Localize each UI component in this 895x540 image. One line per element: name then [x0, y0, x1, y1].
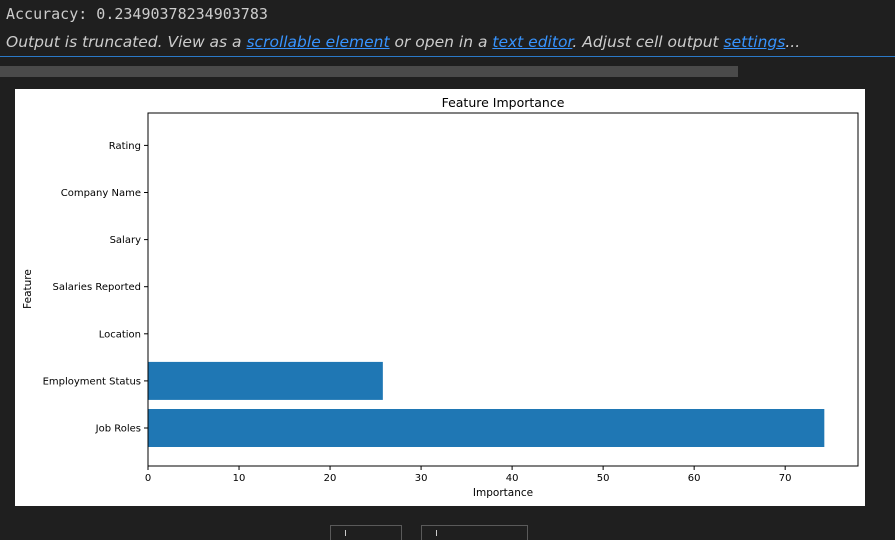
output-toolbar-button-2[interactable]: [421, 525, 528, 540]
y-tick-label: Rating: [109, 141, 141, 152]
settings-link[interactable]: settings: [723, 33, 786, 51]
horizontal-scrollbar[interactable]: [0, 66, 738, 77]
text-editor-link[interactable]: text editor: [492, 33, 573, 51]
x-tick-label: 10: [233, 473, 246, 484]
x-tick-label: 60: [688, 473, 701, 484]
axes-frame: [147, 112, 859, 467]
plot-image: Feature Importance Job Roles Employment S…: [15, 89, 865, 506]
y-tick-label: Salary: [110, 235, 141, 246]
scrollable-element-link[interactable]: scrollable element: [246, 33, 390, 51]
x-tick-label: 40: [506, 473, 519, 484]
y-tick-label: Company Name: [61, 188, 141, 199]
y-tick-label: Employment Status: [43, 376, 141, 387]
output-toolbar-button-1[interactable]: [330, 525, 402, 540]
x-tick-label: 20: [324, 473, 337, 484]
x-tick-label: 30: [415, 473, 428, 484]
y-tick-label: Location: [99, 329, 141, 340]
feature-importance-chart: Feature Importance Job Roles Employment S…: [22, 95, 859, 499]
truncation-notice: Output is truncated. View as a scrollabl…: [6, 33, 800, 51]
y-tick-label: Salaries Reported: [53, 282, 141, 293]
output-divider: [0, 56, 895, 57]
bar-job-roles: [148, 409, 825, 447]
truncation-prefix: Output is truncated. View as a: [6, 33, 247, 51]
chart-title: Feature Importance: [442, 95, 565, 110]
truncation-suffix: ...: [785, 33, 801, 51]
bar-employment-status: [148, 361, 383, 400]
accuracy-output: Accuracy: 0.23490378234903783: [6, 5, 268, 23]
y-tick-label: Job Roles: [95, 424, 141, 435]
x-tick-label: 0: [145, 473, 151, 484]
x-axis-label: Importance: [473, 487, 533, 499]
y-axis-label: Feature: [22, 269, 34, 309]
x-tick-label: 50: [597, 473, 610, 484]
x-tick-label: 70: [779, 473, 792, 484]
truncation-middle2: . Adjust cell output: [572, 33, 724, 51]
truncation-middle: or open in a: [389, 33, 493, 51]
